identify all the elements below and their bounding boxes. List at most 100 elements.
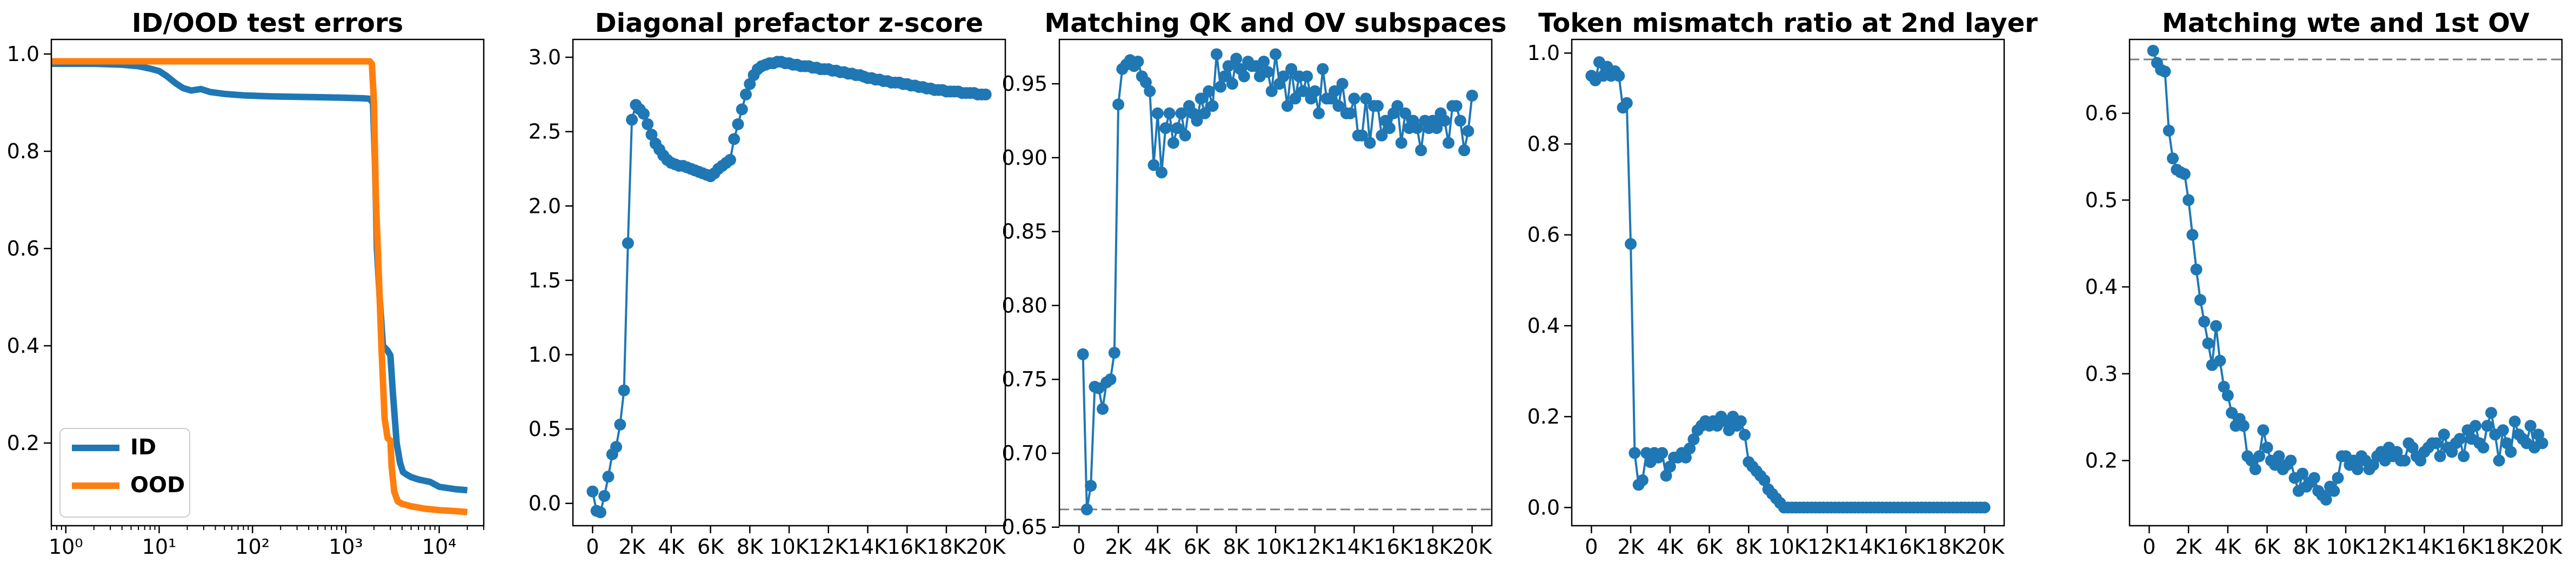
data-point [1313,107,1325,119]
data-point [1656,447,1669,459]
data-point [2273,450,2285,462]
data-point [2332,472,2344,484]
y-tick-label: 0.85 [1002,220,1047,244]
data-point [1625,238,1637,250]
x-tick-label: 0 [586,535,599,559]
y-tick-label: 0.2 [1527,405,1560,428]
x-tick-label: 8K [2293,535,2320,559]
x-tick-label: 6K [697,535,724,559]
data-point [1163,107,1176,119]
data-point [1399,107,1411,119]
y-tick-label: 0.0 [1527,495,1560,519]
x-tick-label: 18K [2483,535,2523,559]
data-point [2253,450,2265,462]
data-point [1289,92,1302,105]
data-point [1167,137,1179,149]
data-point [2202,337,2214,350]
x-tick-label: 16K [1886,535,1926,559]
y-tick-label: 0.0 [529,492,561,515]
data-point [744,78,756,90]
data-point [2351,463,2364,475]
data-point [1613,70,1625,82]
data-point [1309,85,1321,97]
data-point [1360,92,1372,105]
x-tick-label: 8K [1736,535,1763,559]
data-point [1085,480,1097,492]
data-point [2198,316,2211,328]
data-point [736,103,748,116]
data-point [1151,107,1164,119]
x-tick-label: 6K [1184,535,1211,559]
data-point [1277,70,1290,83]
x-tick-label: 6K [1696,535,1723,559]
x-tick-label: 14K [2405,535,2445,559]
data-point [2237,420,2250,432]
plot-area [586,56,992,519]
data-point [2430,437,2442,450]
x-tick-label: 2K [2175,535,2203,559]
x-tick-label: 8K [737,535,764,559]
x-tick-label: 14K [1334,535,1374,559]
x-tick-label: 10⁴ [422,535,457,559]
data-point [1156,166,1168,179]
data-point [2163,124,2175,137]
data-point [1443,137,1454,149]
y-tick-label: 0.80 [1002,293,1047,317]
data-point [1132,56,1144,68]
x-tick-label: 12K [809,535,849,559]
data-point [645,129,658,141]
data-point [1080,503,1093,515]
plot-area [2130,44,2562,506]
y-tick-label: 0.3 [2085,362,2118,386]
panel-id-ood-errors: ID/OOD test errors 10⁰ 10¹ 10² 10³ 10⁴ 0.2 0.4 0… [7,8,485,559]
data-point [1210,48,1223,61]
data-point [1664,460,1676,473]
y-tick-label: 3.0 [529,45,561,69]
data-point [1230,52,1243,65]
data-point [2221,389,2234,401]
data-point [2524,420,2537,432]
data-point [2453,433,2466,445]
data-point [2167,152,2179,165]
data-point [2485,407,2498,419]
data-point [1462,125,1474,137]
data-point [1344,107,1357,119]
data-point [2308,472,2320,484]
x-tick-label: 10⁰ [49,535,83,559]
data-point [2190,263,2203,276]
data-point [1097,403,1109,415]
axes-frame [1058,38,1493,527]
data-point [1466,89,1478,102]
series-line [2152,50,2544,501]
data-point [2297,467,2308,480]
data-point [1140,76,1152,89]
data-point [586,485,599,498]
panel-token-mismatch: Token mismatch ratio at 2nd layer 0 2K 4K 6K… [1527,8,2038,559]
data-point [622,237,634,250]
data-point [1636,474,1649,486]
legend-label: ID [130,435,156,460]
data-point [1281,100,1293,112]
data-point [1454,115,1466,127]
y-tick-label: 0.65 [1002,515,1047,539]
data-point [2147,44,2159,57]
data-point [1684,442,1696,455]
chart-title: Matching wte and 1st OV [2162,8,2530,38]
x-tick-label: 0 [1585,535,1598,559]
data-point [1203,85,1215,97]
y-tick-label: 1.0 [7,42,39,66]
x-tick-label: 16K [2444,535,2484,559]
data-point [1679,451,1692,464]
y-tick-label: 1.0 [529,343,561,366]
x-tick-label: 18K [1925,535,1965,559]
y-tick-label: 0.90 [1002,146,1047,170]
chart-title: ID/OOD test errors [132,8,403,38]
data-point [1144,85,1156,97]
data-point [1258,56,1270,68]
data-point [2536,437,2548,450]
panel-diagonal-prefactor: Diagonal prefactor z-score 0 2K 4K 6K 8K 10K 12… [529,8,1006,559]
panel-wte-ov: Matching wte and 1st OV 0 2K 4K 6K 8K 10K 12K 14… [2085,8,2563,559]
data-point [2194,294,2206,306]
legend: ID OOD [59,428,190,518]
plot-area [51,58,468,515]
